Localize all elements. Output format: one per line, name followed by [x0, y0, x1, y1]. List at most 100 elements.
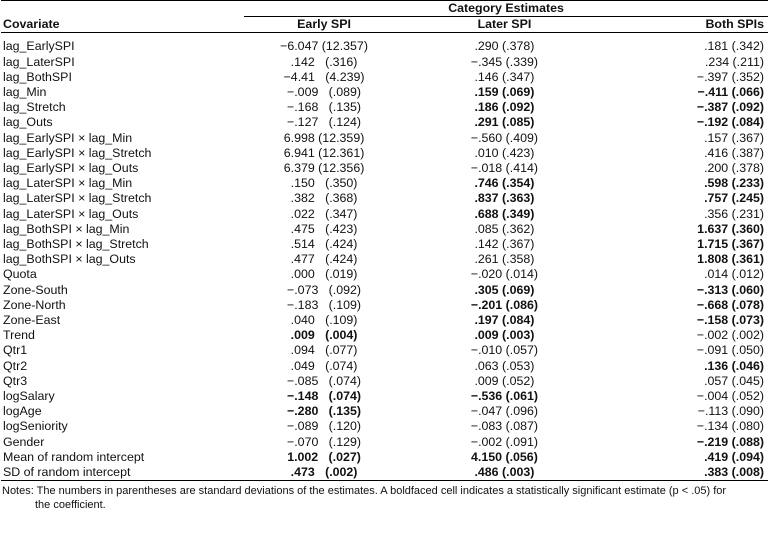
early-spi-cell: −.280 (.135) [287, 404, 362, 419]
table-row: lag_LaterSPI × lag_Min .150 (.350) .746 (.… [1, 176, 768, 191]
category-estimates-header: Category Estimates [244, 0, 768, 18]
both-spis-cell: .181 (.342) [704, 39, 764, 54]
table-row: logSalary −.148 (.074) −.536 (.061) −.004 (… [1, 389, 768, 404]
table-page: Category Estimates Covariate Early SPI L… [1, 0, 768, 512]
early-spi-cell: −.085 (.074) [287, 373, 362, 388]
later-spi-cell: .085 (.362) [474, 221, 535, 236]
early-spi-cell: −4.41 (4.239) [283, 69, 365, 84]
both-spis-cell: .057 (.045) [704, 373, 764, 388]
covariate-cell: Zone-North [3, 297, 66, 312]
early-spi-cell: .150 (.350) [290, 176, 358, 191]
later-spi-cell: −.083 (.087) [470, 419, 538, 434]
later-spi-cell: .305 (.069) [474, 282, 535, 297]
covariate-cell: Gender [3, 434, 45, 449]
both-spis-cell: .234 (.211) [704, 54, 764, 69]
early-spi-column-header: Early SPI [297, 17, 351, 32]
covariate-cell: lag_LaterSPI [3, 54, 75, 69]
early-spi-cell: .009 (.004) [290, 328, 358, 343]
both-spis-cell: −.387 (.092) [696, 100, 764, 115]
later-spi-cell: .009 (.003) [474, 328, 535, 343]
both-spis-cell: 1.637 (.360) [697, 221, 764, 236]
covariate-cell: Quota [3, 267, 37, 282]
table-row: lag_EarlySPI × lag_Min 6.998 (12.359) −.56… [1, 131, 768, 146]
estimates-table: Category Estimates Covariate Early SPI L… [1, 0, 768, 481]
table-row: logSeniority −.089 (.120) −.083 (.087) −.13… [1, 419, 768, 434]
covariate-cell: logAge [3, 404, 42, 419]
table-row: lag_BothSPI × lag_Stretch .514 (.424) .142… [1, 237, 768, 252]
covariate-cell: SD of random intercept [3, 465, 131, 480]
early-spi-cell: .000 (.019) [290, 267, 358, 282]
covariate-cell: Trend [3, 328, 35, 343]
early-spi-cell: −.168 (.135) [287, 100, 362, 115]
later-spi-cell: .142 (.367) [474, 237, 535, 252]
both-spis-cell: .200 (.378) [704, 161, 764, 176]
later-spi-cell: .186 (.092) [474, 100, 535, 115]
table-row: SD of random intercept .473 (.002) .486 (.… [1, 465, 768, 481]
covariate-cell: lag_LaterSPI × lag_Outs [3, 206, 139, 221]
table-row: lag_BothSPI × lag_Outs .477 (.424) .261 (.… [1, 252, 768, 267]
table-row: Qtr3 −.085 (.074) .009 (.052) .057 (.045) [1, 374, 768, 389]
later-spi-cell: −.020 (.014) [470, 267, 538, 282]
notes-line-2: the coefficient. [35, 498, 106, 511]
table-row: lag_EarlySPI −6.047 (12.357) .290 (.378) .1… [1, 39, 768, 54]
table-row: lag_EarlySPI × lag_Stretch 6.941 (12.361)… [1, 146, 768, 161]
table-row: Trend .009 (.004) .009 (.003) −.002 (.002) [1, 328, 768, 343]
later-spi-cell: .009 (.052) [474, 373, 535, 388]
later-spi-cell: .486 (.003) [474, 465, 535, 480]
covariate-column-header: Covariate [3, 16, 60, 31]
both-spis-cell: .014 (.012) [704, 267, 764, 282]
table-row: lag_LaterSPI × lag_Stretch .382 (.368) .83… [1, 191, 768, 206]
table-row: lag_LaterSPI .142 (.316) −.345 (.339) .234 … [1, 55, 768, 70]
covariate-cell: logSeniority [3, 419, 68, 434]
header-spacer [1, 1, 244, 17]
both-spis-cell: .757 (.245) [704, 191, 764, 206]
early-spi-cell: −.148 (.074) [287, 389, 362, 404]
covariate-cell: lag_BothSPI × lag_Outs [3, 252, 136, 267]
early-spi-cell: −.127 (.124) [287, 115, 362, 130]
table-row: Mean of random intercept 1.002 (.027) 4.15… [1, 450, 768, 465]
later-spi-column-header: Later SPI [477, 17, 532, 32]
table-row: Qtr1 .094 (.077) −.010 (.057) −.091 (.050) [1, 343, 768, 358]
both-spis-cell: −.397 (.352) [696, 69, 764, 84]
both-spis-cell: .383 (.008) [704, 465, 764, 480]
later-spi-cell: .746 (.354) [474, 176, 535, 191]
later-spi-cell: −.345 (.339) [470, 54, 538, 69]
both-spis-cell: −.192 (.084) [696, 115, 764, 130]
later-spi-cell: −.536 (.061) [470, 389, 538, 404]
early-spi-cell: 6.941 (12.361) [283, 145, 365, 160]
both-spis-cell: −.091 (.050) [696, 343, 764, 358]
covariate-cell: Qtr2 [3, 358, 28, 373]
table-notes: Notes: The numbers in parentheses are st… [2, 485, 762, 512]
covariate-cell: Zone-East [3, 313, 61, 328]
both-spis-column-header: Both SPIs [705, 17, 764, 32]
both-spis-cell: −.158 (.073) [696, 313, 764, 328]
both-spis-cell: 1.808 (.361) [697, 252, 764, 267]
covariate-cell: lag_BothSPI [3, 69, 72, 84]
later-spi-cell: .197 (.084) [474, 313, 535, 328]
early-spi-cell: .475 (.423) [290, 221, 358, 236]
table-row: Gender −.070 (.129) −.002 (.091) −.219 (.08… [1, 435, 768, 450]
early-spi-cell: 6.998 (12.359) [283, 130, 365, 145]
both-spis-cell: −.113 (.090) [697, 404, 764, 419]
early-spi-cell: .473 (.002) [290, 465, 358, 480]
both-spis-cell: −.313 (.060) [696, 282, 764, 297]
later-spi-cell: 4.150 (.056) [471, 449, 538, 464]
early-spi-cell: −.089 (.120) [287, 419, 362, 434]
covariate-cell: lag_Stretch [3, 100, 66, 115]
later-spi-cell: .063 (.053) [474, 358, 535, 373]
early-spi-cell: .514 (.424) [290, 237, 358, 252]
early-spi-cell: −.009 (.089) [287, 85, 362, 100]
table-row: Qtr2 .049 (.074) .063 (.053) .136 (.046) [1, 359, 768, 374]
later-spi-cell: −.010 (.057) [470, 343, 538, 358]
table-row: logAge −.280 (.135) −.047 (.096) −.113 (.09… [1, 404, 768, 419]
later-spi-cell: −.047 (.096) [470, 404, 538, 419]
early-spi-cell: −.073 (.092) [287, 282, 362, 297]
early-spi-cell: .040 (.109) [290, 313, 358, 328]
early-spi-cell: 6.379 (12.356) [283, 161, 365, 176]
covariate-cell: lag_EarlySPI × lag_Min [3, 130, 133, 145]
early-spi-cell: .477 (.424) [290, 252, 358, 267]
later-spi-cell: .688 (.349) [474, 206, 535, 221]
later-spi-cell: −.560 (.409) [470, 130, 538, 145]
both-spis-cell: −.004 (.052) [696, 389, 764, 404]
both-spis-cell: .598 (.233) [704, 176, 764, 191]
